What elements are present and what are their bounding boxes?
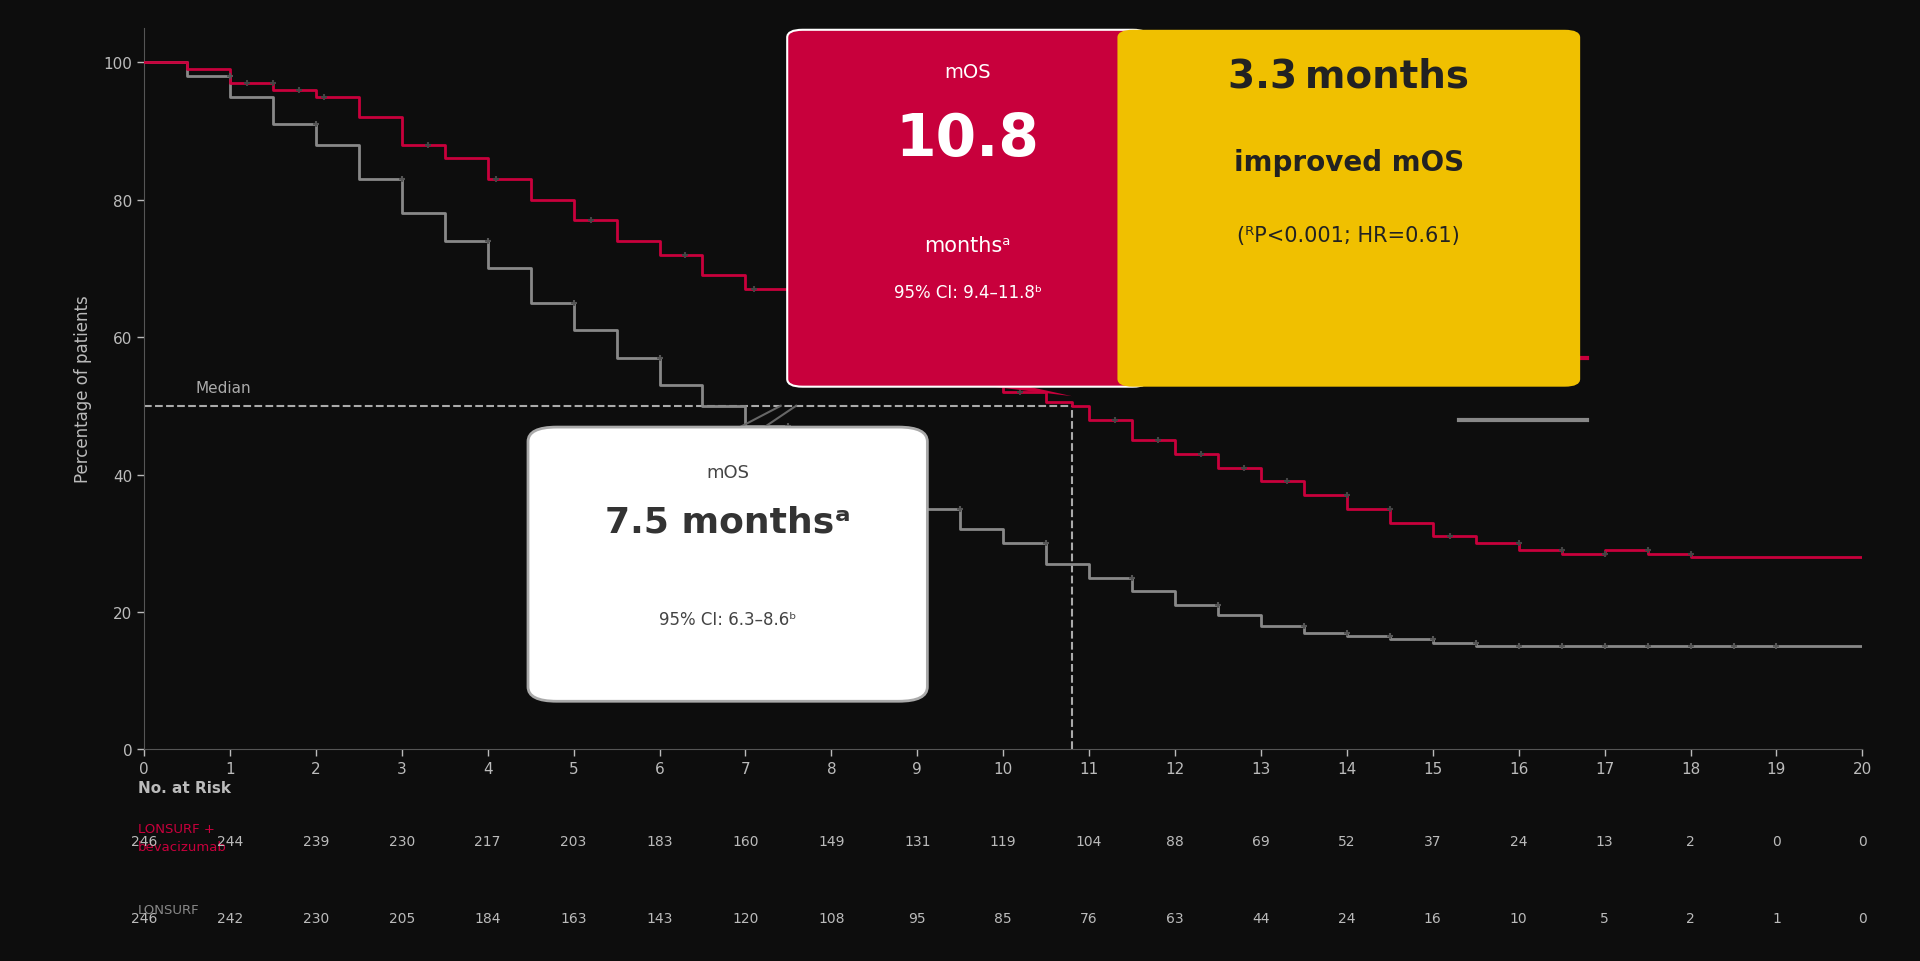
Text: 0: 0 — [1772, 834, 1782, 849]
Text: (ᴿP<0.001; HR=0.61): (ᴿP<0.001; HR=0.61) — [1236, 226, 1461, 246]
Text: 3.3 months: 3.3 months — [1229, 58, 1469, 96]
Text: 37: 37 — [1425, 834, 1442, 849]
Text: 2: 2 — [1686, 911, 1695, 925]
Text: 149: 149 — [818, 834, 845, 849]
Text: 10.8: 10.8 — [897, 111, 1039, 167]
Text: 44: 44 — [1252, 911, 1269, 925]
Text: 108: 108 — [818, 911, 845, 925]
Text: 10: 10 — [1509, 911, 1528, 925]
Text: 205: 205 — [388, 911, 415, 925]
Text: monthsᵃ: monthsᵃ — [925, 235, 1010, 256]
Text: 2: 2 — [1686, 834, 1695, 849]
Text: LONSURF +
bevacizumab: LONSURF + bevacizumab — [138, 822, 227, 852]
Text: 13: 13 — [1596, 834, 1613, 849]
Text: 76: 76 — [1081, 911, 1098, 925]
Text: 0: 0 — [1859, 911, 1866, 925]
Text: 120: 120 — [732, 911, 758, 925]
Text: 95% CI: 9.4–11.8ᵇ: 95% CI: 9.4–11.8ᵇ — [893, 283, 1043, 302]
Text: No. at Risk: No. at Risk — [138, 780, 230, 796]
Text: 239: 239 — [303, 834, 328, 849]
Text: improved mOS: improved mOS — [1235, 149, 1463, 177]
Y-axis label: Percentage of patients: Percentage of patients — [75, 295, 92, 483]
Text: 1: 1 — [1772, 911, 1782, 925]
Text: Median: Median — [196, 382, 252, 396]
Text: 24: 24 — [1338, 911, 1356, 925]
Text: mOS: mOS — [945, 62, 991, 82]
Text: 244: 244 — [217, 834, 244, 849]
Text: 163: 163 — [561, 911, 588, 925]
Text: 52: 52 — [1338, 834, 1356, 849]
Text: 24: 24 — [1509, 834, 1528, 849]
Text: 160: 160 — [732, 834, 758, 849]
Text: 203: 203 — [561, 834, 588, 849]
Text: 88: 88 — [1165, 834, 1185, 849]
Text: 230: 230 — [303, 911, 328, 925]
Text: 104: 104 — [1075, 834, 1102, 849]
Text: 131: 131 — [904, 834, 931, 849]
Text: 217: 217 — [474, 834, 501, 849]
Text: 69: 69 — [1252, 834, 1269, 849]
Text: 63: 63 — [1165, 911, 1185, 925]
Text: 246: 246 — [131, 834, 157, 849]
Text: 5: 5 — [1599, 911, 1609, 925]
Text: 119: 119 — [991, 834, 1016, 849]
Text: 242: 242 — [217, 911, 244, 925]
Text: 246: 246 — [131, 911, 157, 925]
Text: 143: 143 — [647, 911, 672, 925]
Text: 0: 0 — [1859, 834, 1866, 849]
Text: LONSURF: LONSURF — [138, 903, 200, 917]
Text: 16: 16 — [1425, 911, 1442, 925]
Text: 230: 230 — [388, 834, 415, 849]
Text: 7.5 monthsᵃ: 7.5 monthsᵃ — [605, 505, 851, 538]
Text: mOS: mOS — [707, 463, 749, 481]
Text: 95% CI: 6.3–8.6ᵇ: 95% CI: 6.3–8.6ᵇ — [659, 610, 797, 628]
Text: 184: 184 — [474, 911, 501, 925]
Text: 183: 183 — [647, 834, 672, 849]
Text: 95: 95 — [908, 911, 925, 925]
Text: 85: 85 — [995, 911, 1012, 925]
